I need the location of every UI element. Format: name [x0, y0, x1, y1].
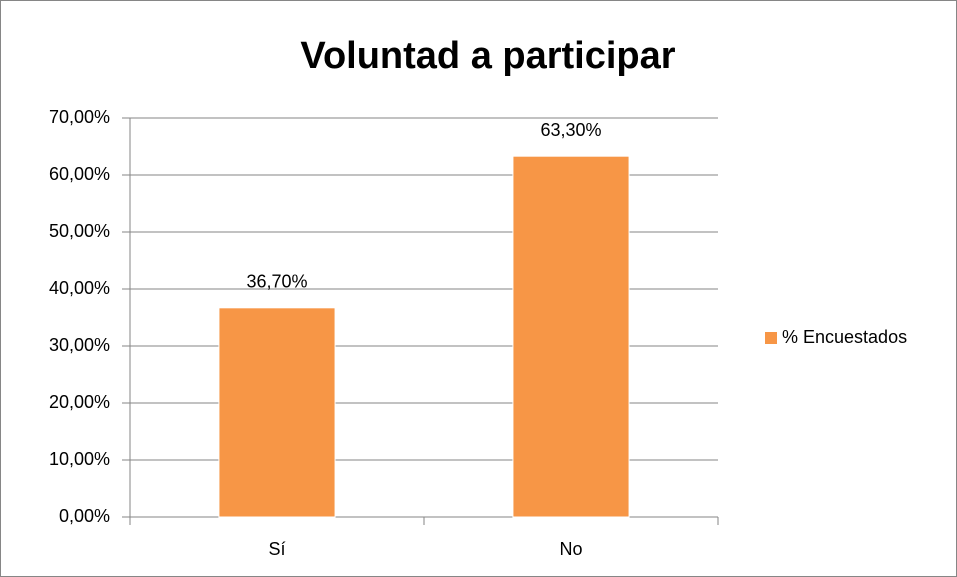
y-tick-label: 50,00%	[49, 221, 110, 241]
y-tick-label: 60,00%	[49, 164, 110, 184]
y-tick-label: 30,00%	[49, 335, 110, 355]
y-tick-label: 0,00%	[59, 506, 110, 526]
y-tick-label: 10,00%	[49, 449, 110, 469]
data-label: 63,30%	[540, 120, 601, 140]
x-tick-label: Sí	[268, 539, 285, 559]
data-label: 36,70%	[246, 272, 307, 292]
chart-title: Voluntad a participar	[300, 35, 675, 77]
x-tick-label: No	[559, 539, 582, 559]
legend-label: % Encuestados	[782, 327, 907, 347]
y-tick-label: 40,00%	[49, 278, 110, 298]
legend-swatch	[765, 332, 777, 344]
bar	[512, 155, 630, 518]
y-tick-label: 20,00%	[49, 392, 110, 412]
bar	[218, 307, 336, 518]
y-tick-label: 70,00%	[49, 107, 110, 127]
